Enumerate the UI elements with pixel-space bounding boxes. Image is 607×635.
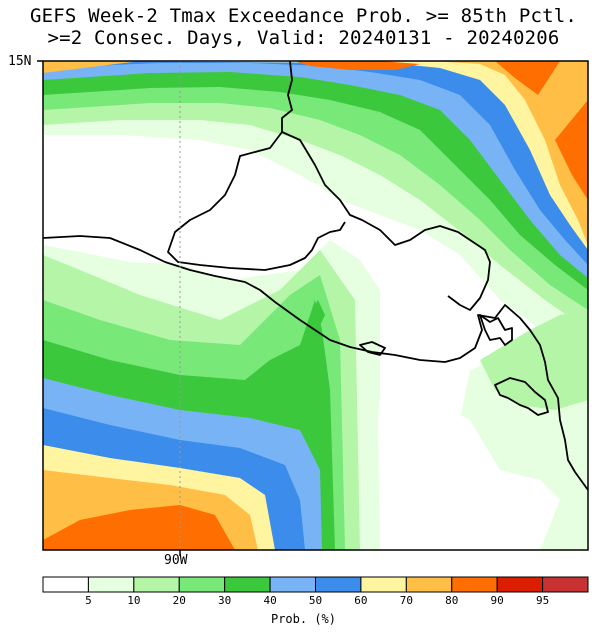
colorbar-swatch	[42, 576, 89, 593]
map-title-line1: GEFS Week-2 Tmax Exceedance Prob. >= 85t…	[29, 5, 578, 27]
colorbar-tick-label: 30	[218, 594, 232, 607]
nicaragua-coast	[494, 377, 549, 416]
colorbar-swatch	[87, 576, 135, 593]
prob-band-90-95-northeast	[495, 61, 560, 95]
prob-band-90-95-east	[555, 100, 588, 200]
prob-spot-40-50-coast	[310, 300, 325, 330]
gulf-of-fonseca	[479, 314, 513, 346]
latitude-label: 15N	[8, 54, 32, 69]
prob-patch-10-20-southeast	[480, 310, 588, 410]
prob-band-north-edge-orange	[43, 61, 140, 73]
coast-honduras-detail	[359, 341, 386, 356]
colorbar-swatch	[405, 576, 453, 593]
mexico-guatemala-border	[43, 235, 588, 491]
prob-patch-under-5-east	[378, 278, 460, 550]
prob-band-90-95-north	[295, 61, 420, 70]
colorbar-tick-label: 40	[263, 594, 277, 607]
prob-patch-under-5-inland	[43, 140, 340, 265]
colorbar-tick-label: 80	[445, 594, 459, 607]
colorbar-title: Prob. (%)	[270, 612, 337, 626]
prob-band-90-95-southwest	[43, 505, 235, 550]
colorbar-tick-label: 60	[354, 594, 368, 607]
colorbar-tick-label: 50	[308, 594, 323, 607]
colorbar-swatch	[360, 576, 407, 593]
yucatan-border-north	[167, 61, 346, 271]
colorbar-tick-label: 5	[85, 594, 92, 607]
map-frame	[42, 60, 589, 551]
colorbar-swatch	[133, 576, 180, 593]
colorbar-swatch	[451, 576, 498, 593]
colorbar-tick-label: 70	[399, 594, 413, 607]
prob-patch-under-5-southeast	[415, 400, 560, 550]
colorbar-tick-label: 20	[172, 594, 186, 607]
colorbar-tick-label: 95	[535, 594, 550, 607]
longitude-label: 90W	[164, 553, 188, 568]
colorbar	[42, 576, 589, 593]
coastlines-borders	[43, 61, 588, 491]
colorbar-tick-label: 90	[490, 594, 504, 607]
colorbar-swatch	[178, 576, 226, 593]
colorbar-swatch	[542, 576, 589, 593]
colorbar-swatch	[224, 576, 271, 593]
colorbar-swatch	[315, 576, 362, 593]
colorbar-tick-label: 10	[127, 594, 141, 607]
map-title-line2: >=2 Consec. Days, Valid: 20240131 - 2024…	[47, 27, 560, 49]
guatemala-honduras-border	[281, 131, 491, 311]
probability-field	[43, 61, 588, 550]
colorbar-swatch	[269, 576, 317, 593]
prob-band-50-60-north	[43, 61, 588, 278]
colorbar-swatch	[496, 576, 544, 593]
